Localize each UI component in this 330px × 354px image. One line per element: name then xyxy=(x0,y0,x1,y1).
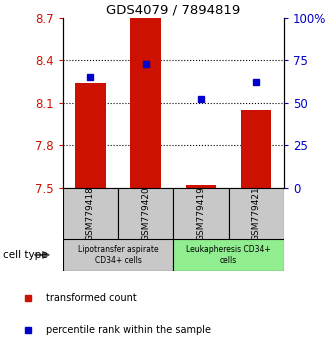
Bar xyxy=(75,83,106,188)
Title: GDS4079 / 7894819: GDS4079 / 7894819 xyxy=(106,4,240,17)
Bar xyxy=(130,18,161,188)
Bar xyxy=(186,185,216,188)
Text: Leukapheresis CD34+
cells: Leukapheresis CD34+ cells xyxy=(186,245,271,264)
Bar xyxy=(228,188,284,239)
Text: GSM779419: GSM779419 xyxy=(196,186,205,241)
Text: GSM779418: GSM779418 xyxy=(86,186,95,241)
Bar xyxy=(63,239,173,271)
Bar xyxy=(118,188,173,239)
Text: GSM779420: GSM779420 xyxy=(141,186,150,241)
Text: transformed count: transformed count xyxy=(46,293,137,303)
Bar xyxy=(241,110,271,188)
Text: GSM779421: GSM779421 xyxy=(252,186,261,241)
Text: percentile rank within the sample: percentile rank within the sample xyxy=(46,325,211,335)
Text: Lipotransfer aspirate
CD34+ cells: Lipotransfer aspirate CD34+ cells xyxy=(78,245,158,264)
Bar xyxy=(63,188,118,239)
Text: cell type: cell type xyxy=(3,250,48,260)
Bar xyxy=(173,188,228,239)
Bar xyxy=(173,239,284,271)
